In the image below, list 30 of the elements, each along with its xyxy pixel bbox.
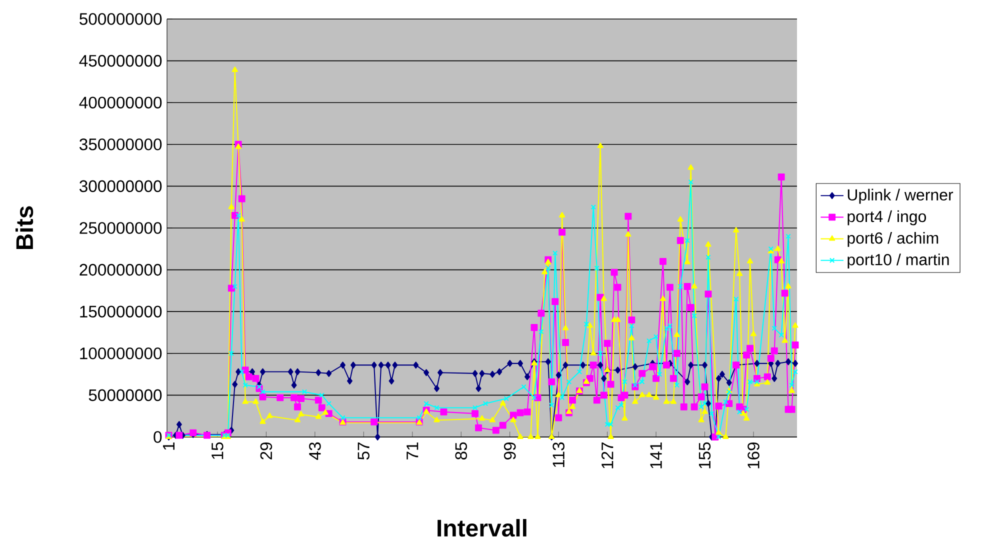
y-tick-label: 150000000	[80, 306, 162, 318]
y-tick-label: 50000000	[88, 389, 162, 402]
y-tick-label: 100000000	[80, 348, 162, 360]
y-tick-label: 300000000	[80, 180, 162, 192]
x-tick-label: 43	[309, 442, 321, 460]
x-tick-label: 1	[163, 442, 174, 450]
x-tick-label: 29	[260, 442, 272, 460]
x-tick-label: 113	[552, 442, 564, 467]
y-tick-label: 200000000	[80, 264, 162, 276]
y-axis-title: Bits	[16, 206, 34, 250]
x-tick-label: 71	[406, 442, 418, 460]
x-tick-label: 127	[602, 442, 614, 468]
x-tick-label: 15	[212, 442, 224, 459]
y-tick-label: 250000000	[80, 222, 162, 234]
y-tick-label: 450000000	[79, 54, 162, 67]
x-tick-label: 57	[358, 442, 370, 460]
y-tick-label: 350000000	[80, 138, 162, 150]
x-tick-label: 85	[455, 442, 468, 460]
x-tick-label: 169	[748, 442, 760, 468]
y-tick-label: 400000000	[79, 96, 162, 108]
x-tick-label: 155	[698, 442, 711, 468]
x-tick-label: 99	[504, 442, 516, 460]
x-axis-title: Intervall	[438, 519, 526, 537]
legend-label: port10 / martin	[848, 254, 949, 268]
y-tick-label: 500000000	[80, 13, 162, 25]
legend-label: port6 / achim	[848, 232, 938, 247]
y-tick-label: 0	[154, 431, 162, 443]
legend-label: Uplink / werner	[848, 188, 954, 204]
x-tick-label: 141	[650, 442, 662, 468]
legend-label: port4 / ingo	[848, 210, 926, 226]
